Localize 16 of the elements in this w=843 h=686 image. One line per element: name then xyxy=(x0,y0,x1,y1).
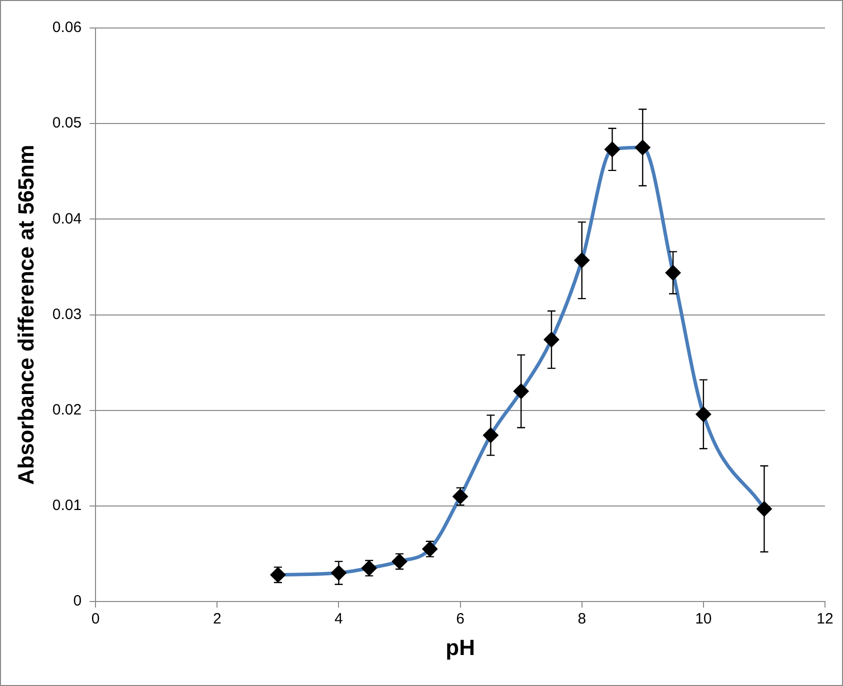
y-tick-label: 0.01 xyxy=(52,497,82,514)
y-axis-title: Absorbance difference at 565nm xyxy=(13,144,38,485)
x-tick-label: 6 xyxy=(456,610,464,628)
y-tick-label: 0.05 xyxy=(52,114,82,132)
y-tick-label: 0.02 xyxy=(52,402,82,419)
x-axis-title: pH xyxy=(446,634,475,660)
y-tick-label: 0.03 xyxy=(52,306,82,323)
y-tick-label: 0 xyxy=(73,592,82,610)
x-tick-label: 8 xyxy=(578,610,586,628)
x-tick-label: 12 xyxy=(816,610,834,628)
x-tick-label: 0 xyxy=(91,610,100,628)
y-tick-label: 0.04 xyxy=(52,210,82,228)
x-tick-label: 2 xyxy=(212,610,222,628)
x-tick-label: 10 xyxy=(695,610,712,628)
y-tick-label: 0.06 xyxy=(52,19,82,36)
x-tick-label: 4 xyxy=(334,610,343,628)
